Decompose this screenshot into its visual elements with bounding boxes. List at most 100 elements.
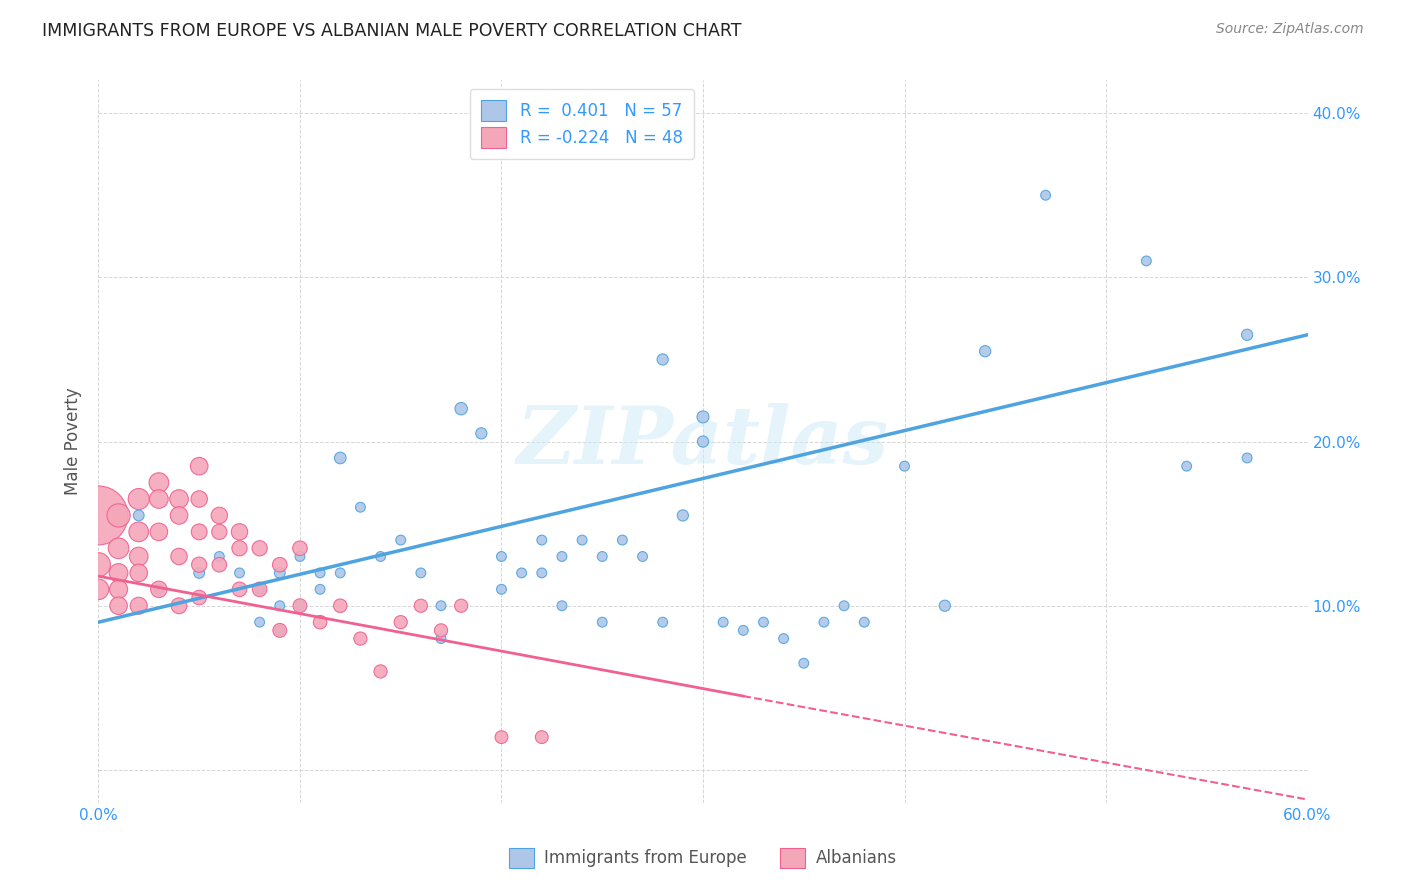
- Point: [409, 566, 432, 580]
- Point: [228, 524, 250, 539]
- Point: [651, 615, 673, 630]
- Point: [148, 582, 170, 597]
- Point: [470, 426, 492, 441]
- Point: [974, 344, 997, 359]
- Point: [107, 582, 129, 597]
- Point: [188, 491, 211, 506]
- Point: [893, 459, 915, 474]
- Point: [450, 401, 472, 416]
- Point: [148, 582, 170, 597]
- Point: [813, 615, 835, 630]
- Point: [430, 599, 453, 613]
- Point: [128, 508, 150, 523]
- Point: [591, 549, 613, 564]
- Point: [249, 615, 271, 630]
- Point: [107, 541, 129, 556]
- Point: [128, 566, 150, 580]
- Point: [87, 508, 110, 523]
- Point: [491, 582, 513, 597]
- Point: [752, 615, 775, 630]
- Point: [208, 524, 231, 539]
- Point: [208, 558, 231, 572]
- Point: [128, 599, 150, 613]
- Point: [1236, 327, 1258, 342]
- Point: [208, 549, 231, 564]
- Point: [288, 549, 311, 564]
- Point: [249, 541, 271, 556]
- Point: [772, 632, 794, 646]
- Point: [793, 657, 815, 671]
- Point: [228, 541, 250, 556]
- Point: [510, 566, 533, 580]
- Point: [309, 566, 332, 580]
- Point: [269, 566, 291, 580]
- Point: [87, 582, 110, 597]
- Point: [631, 549, 654, 564]
- Point: [711, 615, 734, 630]
- Point: [269, 624, 291, 638]
- Point: [692, 409, 714, 424]
- Text: Source: ZipAtlas.com: Source: ZipAtlas.com: [1216, 22, 1364, 37]
- Point: [269, 624, 291, 638]
- Text: ZIPatlas: ZIPatlas: [517, 403, 889, 480]
- Point: [249, 582, 271, 597]
- Point: [370, 665, 392, 679]
- Point: [269, 558, 291, 572]
- Point: [87, 558, 110, 572]
- Point: [128, 524, 150, 539]
- Point: [692, 434, 714, 449]
- Point: [148, 491, 170, 506]
- Point: [571, 533, 593, 547]
- Point: [389, 615, 412, 630]
- Point: [530, 566, 553, 580]
- Point: [188, 459, 211, 474]
- Point: [288, 599, 311, 613]
- Point: [167, 491, 190, 506]
- Point: [329, 599, 352, 613]
- Point: [733, 624, 755, 638]
- Point: [309, 615, 332, 630]
- Point: [370, 549, 392, 564]
- Point: [107, 508, 129, 523]
- Point: [530, 533, 553, 547]
- Point: [288, 541, 311, 556]
- Point: [1035, 188, 1057, 202]
- Point: [167, 508, 190, 523]
- Point: [450, 599, 472, 613]
- Point: [672, 508, 695, 523]
- Point: [430, 632, 453, 646]
- Point: [269, 599, 291, 613]
- Point: [409, 599, 432, 613]
- Point: [491, 549, 513, 564]
- Point: [551, 549, 574, 564]
- Point: [188, 566, 211, 580]
- Point: [329, 566, 352, 580]
- Point: [208, 508, 231, 523]
- Point: [188, 558, 211, 572]
- Point: [107, 566, 129, 580]
- Text: IMMIGRANTS FROM EUROPE VS ALBANIAN MALE POVERTY CORRELATION CHART: IMMIGRANTS FROM EUROPE VS ALBANIAN MALE …: [42, 22, 742, 40]
- Legend: Immigrants from Europe, Albanians: Immigrants from Europe, Albanians: [503, 841, 903, 875]
- Point: [148, 524, 170, 539]
- Point: [389, 533, 412, 547]
- Point: [188, 524, 211, 539]
- Point: [167, 549, 190, 564]
- Point: [551, 599, 574, 613]
- Point: [651, 352, 673, 367]
- Point: [128, 549, 150, 564]
- Point: [228, 566, 250, 580]
- Point: [832, 599, 855, 613]
- Point: [1175, 459, 1198, 474]
- Point: [349, 500, 371, 515]
- Point: [329, 450, 352, 465]
- Point: [148, 475, 170, 490]
- Point: [288, 599, 311, 613]
- Point: [128, 491, 150, 506]
- Y-axis label: Male Poverty: Male Poverty: [65, 388, 83, 495]
- Point: [228, 582, 250, 597]
- Point: [612, 533, 634, 547]
- Point: [349, 632, 371, 646]
- Point: [309, 582, 332, 597]
- Point: [853, 615, 876, 630]
- Point: [591, 615, 613, 630]
